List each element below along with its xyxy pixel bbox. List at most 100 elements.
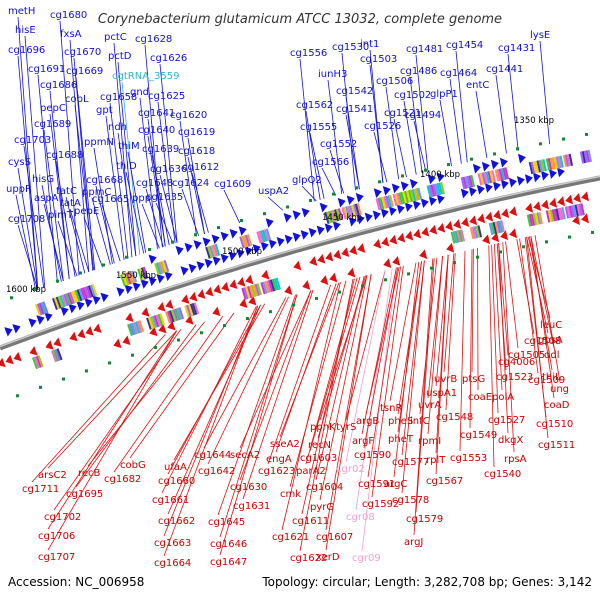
gene-label-reverse: cg1702 (44, 512, 81, 523)
gene-leader-line (505, 241, 519, 349)
gene-leader-line (488, 245, 495, 468)
cds-reverse-arrow (157, 302, 166, 312)
cog-stripe (536, 160, 542, 173)
cog-stripe (581, 151, 587, 164)
cds-forward-arrow (84, 298, 93, 308)
cog-stripe (82, 287, 89, 300)
cog-stripe (343, 206, 349, 219)
map-title: Corynebacterium glutamicum ATCC 13032, c… (98, 12, 502, 27)
cog-stripe (275, 277, 281, 290)
cog-stripe (426, 185, 432, 198)
gc-marker (424, 168, 427, 172)
gene-label-forward: cg1555 (300, 122, 337, 133)
cog-block-reverse (184, 302, 200, 318)
cds-forward-arrow (283, 212, 292, 223)
cog-block-forward (341, 203, 362, 220)
gene-label-reverse: recN (308, 440, 331, 451)
cds-reverse-arrow (245, 274, 254, 285)
cds-reverse-arrow (221, 281, 230, 292)
gene-label-forward: cg1609 (214, 179, 251, 190)
cds-forward-arrow (212, 256, 221, 266)
gene-leader-line (498, 243, 509, 434)
cds-forward-arrow (404, 202, 413, 213)
gc-marker (263, 212, 266, 216)
cog-stripe (53, 297, 60, 310)
gc-marker (355, 186, 358, 190)
cds-forward-arrow (211, 234, 220, 245)
cds-reverse-arrow (167, 320, 176, 331)
cds-reverse-arrow (320, 275, 329, 285)
cog-stripe (436, 183, 442, 196)
cog-block-forward (579, 149, 592, 164)
gene-label-reverse: tsnR (380, 403, 402, 414)
cog-stripe (579, 151, 585, 164)
cds-forward-arrow (436, 194, 445, 205)
gene-label-reverse: argB (356, 416, 379, 427)
gc-marker (539, 142, 542, 146)
cog-stripe (487, 171, 493, 184)
cog-block-reverse (564, 203, 585, 219)
cds-reverse-arrow (293, 260, 302, 271)
cds-reverse-arrow (165, 299, 174, 309)
gene-leader-line (239, 290, 312, 481)
gene-leader-line (319, 275, 368, 421)
cog-stripe (578, 203, 583, 216)
cds-reverse-arrow (93, 323, 102, 333)
gene-leader-line (127, 151, 147, 253)
cds-forward-arrow (420, 198, 429, 209)
gene-label-reverse: cg1695 (66, 489, 103, 500)
cog-stripe (438, 182, 444, 195)
gene-leader-line (526, 236, 549, 439)
gene-leader-line (355, 268, 393, 511)
cog-stripe (266, 280, 272, 293)
cog-stripe (356, 203, 362, 216)
gene-label-reverse: cg1706 (38, 531, 75, 542)
cog-stripe (470, 174, 476, 188)
cds-forward-arrow (324, 223, 333, 234)
cds-reverse-arrow (69, 331, 78, 342)
cds-reverse-arrow (181, 294, 190, 304)
gene-label-forward: hisG (32, 174, 54, 185)
cds-reverse-arrow (85, 326, 94, 336)
cog-stripe (398, 192, 404, 205)
cog-stripe (69, 291, 75, 304)
cog-stripe (337, 208, 344, 221)
gene-leader-line (151, 154, 170, 246)
gene-label-reverse: sseA2 (270, 439, 300, 450)
gene-leader-line (413, 258, 434, 536)
gene-label-forward: hisE (15, 25, 36, 36)
gene-leader-line (75, 324, 197, 488)
gene-label-reverse: cg1663 (154, 538, 191, 549)
cog-stripe (332, 209, 338, 222)
cog-stripe (186, 304, 192, 317)
cog-stripe (471, 226, 477, 239)
gene-label-forward: cg1688 (46, 150, 83, 161)
gene-label-reverse: cg1510 (536, 419, 573, 430)
cog-stripe (580, 203, 585, 216)
gc-marker (453, 261, 456, 265)
cog-stripe (256, 283, 262, 296)
gene-leader-line (163, 305, 259, 557)
gc-marker (332, 192, 335, 196)
cog-stripe (245, 286, 251, 299)
cog-stripe (440, 182, 445, 195)
cds-forward-arrow (481, 161, 490, 172)
cog-stripe (547, 158, 553, 171)
cds-forward-arrow (252, 244, 261, 254)
cds-forward-arrow (220, 231, 229, 242)
cog-stripe (434, 183, 440, 196)
cog-stripe (260, 230, 266, 243)
gene-label-reverse: cg1622 (290, 553, 327, 564)
cds-reverse-arrow (53, 337, 62, 347)
cog-stripe (167, 310, 173, 323)
cog-stripe (464, 176, 470, 189)
gene-label-forward: gnd (130, 87, 149, 98)
gene-label-reverse: cg1631 (233, 501, 270, 512)
gene-leader-line (17, 167, 39, 291)
gene-label-reverse: ddl (544, 350, 559, 361)
cog-stripe (415, 188, 421, 201)
cds-forward-arrow (500, 179, 509, 190)
gene-label-forward: glpQ2 (292, 175, 322, 186)
gene-leader-line (43, 203, 64, 282)
